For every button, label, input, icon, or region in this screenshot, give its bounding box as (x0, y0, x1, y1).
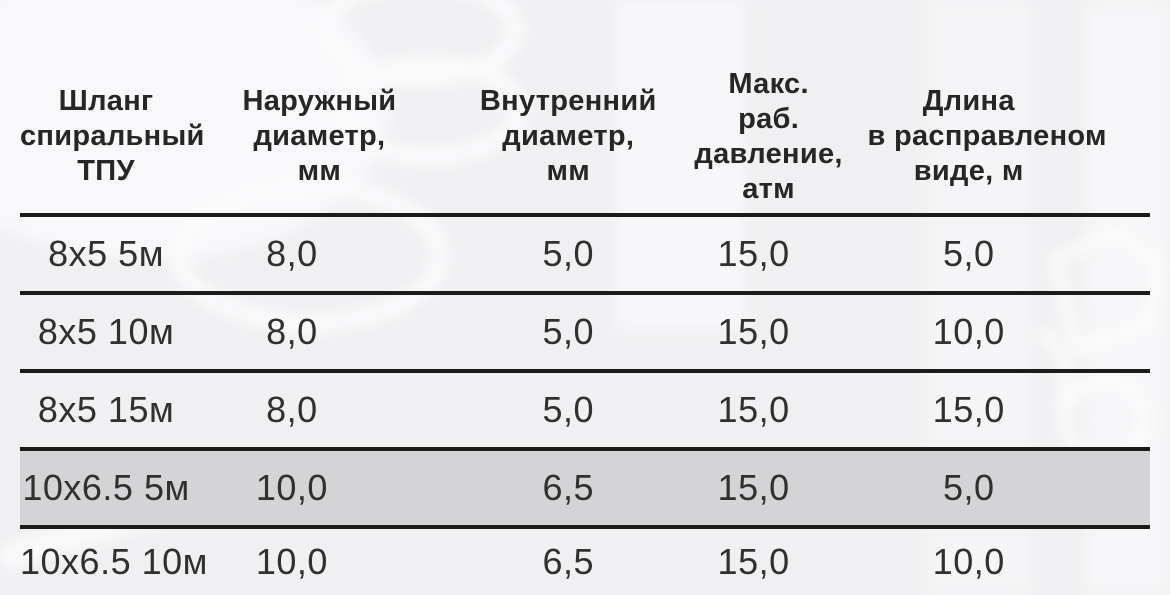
header-line: Шланг (58, 85, 154, 117)
header-line: диаметр, (502, 120, 635, 152)
header-line: мм (297, 155, 342, 187)
cell-inner-diameter: 5,0 (542, 311, 595, 352)
cell-max-pressure: 15,0 (717, 467, 790, 508)
hose-spec-table: Шланг спиральный ТПУ Наружный диаметр, м… (20, 60, 1150, 595)
cell-outer-diameter: 10,0 (255, 541, 328, 582)
table-row-highlighted: 10х6.5 5м 10,0 6,5 15,0 5,0 (20, 451, 1150, 529)
cell-max-pressure: 15,0 (717, 389, 790, 430)
header-cell-max-pressure: Макс. раб. давление, атм (670, 67, 868, 207)
header-line: мм (546, 155, 590, 187)
cell-max-pressure: 15,0 (717, 311, 790, 352)
cell-outer-diameter: 10,0 (255, 467, 328, 508)
hose-coil-ghost (172, 0, 528, 331)
cell-inner-diameter: 5,0 (542, 389, 595, 430)
cell-hose-model: 8х5 15м (37, 389, 175, 430)
header-line: спиральный (20, 120, 205, 152)
cell-length: 10,0 (932, 541, 1005, 582)
cell-hose-model: 8х5 10м (37, 311, 175, 352)
cell-hose-model: 10х6.5 5м (22, 467, 190, 508)
header-line: Наружный (242, 85, 397, 117)
cell-inner-diameter: 6,5 (542, 467, 595, 508)
header-line: атм (742, 172, 795, 205)
header-line: раб. (738, 102, 800, 135)
table-row: 8х5 10м 8,0 5,0 15,0 10,0 (20, 295, 1150, 373)
cell-hose-model: 10х6.5 10м (20, 541, 208, 582)
cell-length: 10,0 (932, 311, 1005, 352)
cell-inner-diameter: 6,5 (542, 541, 595, 582)
header-line: диаметр, (253, 120, 386, 152)
cell-max-pressure: 15,0 (717, 541, 790, 582)
cell-outer-diameter: 8,0 (266, 311, 318, 352)
cell-max-pressure: 15,0 (717, 233, 790, 274)
ghost-band-1 (615, 0, 745, 330)
header-cell-hose: Шланг спиральный ТПУ (20, 84, 212, 189)
header-line: давление, (694, 137, 843, 170)
cell-length: 5,0 (942, 467, 995, 508)
header-line: Длина (922, 85, 1015, 117)
header-cell-outer-diameter: Наружный диаметр, мм (212, 84, 427, 189)
cell-hose-model: 8х5 5м (48, 233, 164, 274)
header-line: в расправленом (867, 120, 1107, 152)
cell-length: 5,0 (942, 233, 995, 274)
header-line: Внутренний (479, 85, 657, 117)
cell-outer-diameter: 8,0 (266, 389, 318, 430)
cell-length: 15,0 (932, 389, 1005, 430)
header-line: ТПУ (77, 155, 135, 187)
table-row: 10х6.5 10м 10,0 6,5 15,0 10,0 (20, 529, 1150, 595)
header-line: Макс. (728, 67, 809, 100)
cell-inner-diameter: 5,0 (542, 233, 595, 274)
cell-outer-diameter: 8,0 (266, 233, 318, 274)
table-header-row: Шланг спиральный ТПУ Наружный диаметр, м… (20, 60, 1150, 217)
table-row: 8х5 5м 8,0 5,0 15,0 5,0 (20, 217, 1150, 295)
header-cell-inner-diameter: Внутренний диаметр, мм (427, 84, 670, 189)
header-line: виде, м (913, 155, 1024, 187)
table-row: 8х5 15м 8,0 5,0 15,0 15,0 (20, 373, 1150, 451)
header-cell-length: Длина в расправленом виде, м (867, 84, 1150, 189)
